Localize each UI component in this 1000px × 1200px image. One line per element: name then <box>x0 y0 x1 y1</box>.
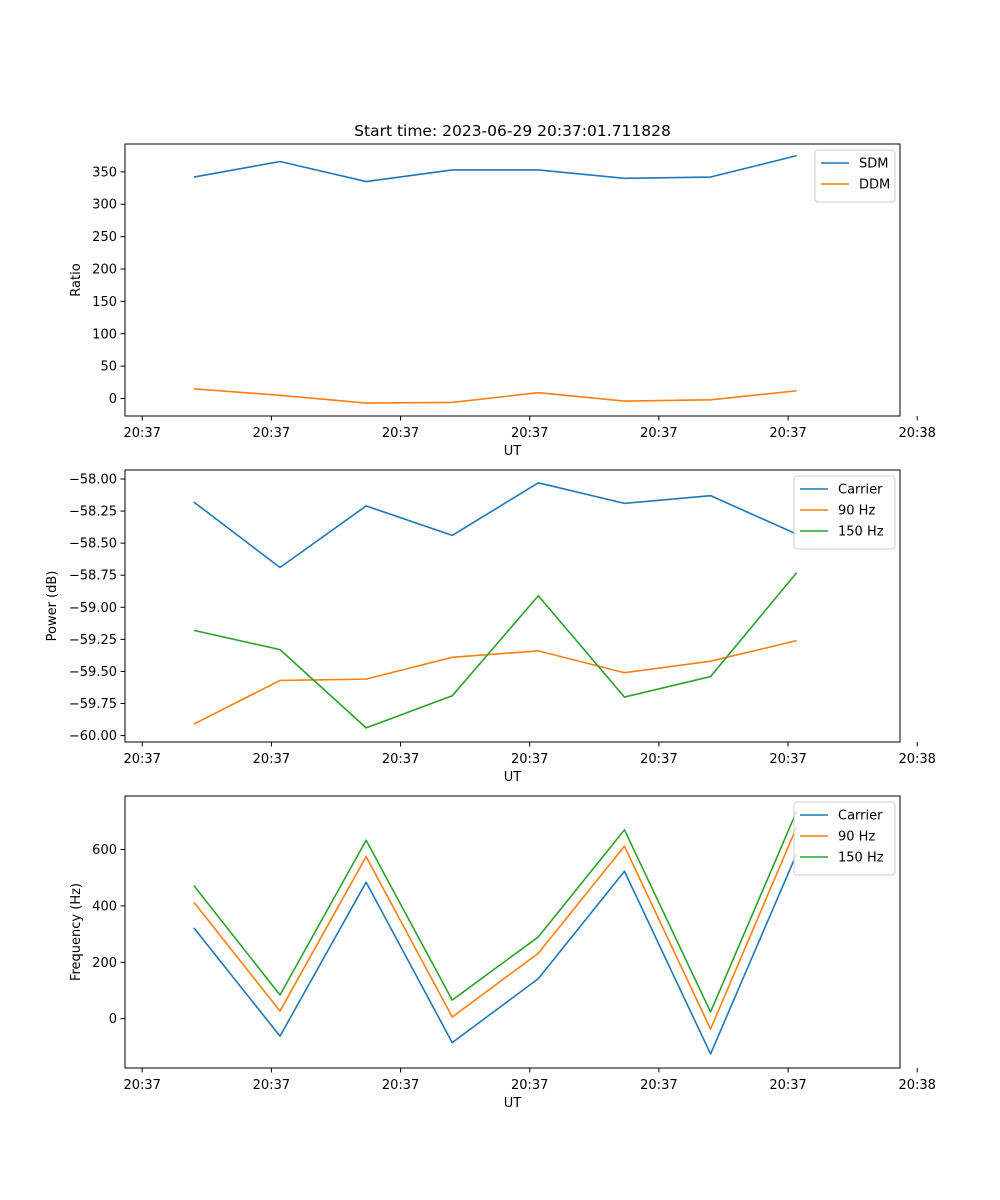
y-tick-label: −58.00 <box>69 472 117 487</box>
y-tick-label: 200 <box>92 262 117 277</box>
subplot-3: 20:37 20:37 20:37 20:37 20:37 20:37 20:38 0 200 4… <box>69 795 936 1111</box>
x-tick-label: 20:37 <box>123 1078 160 1093</box>
y-tick-label: 250 <box>92 230 117 245</box>
series-line-1 <box>193 853 798 1055</box>
legend-label: 150 Hz <box>838 525 884 540</box>
y-axis-label: Power (dB) <box>45 571 60 642</box>
x-tick-label: 20:37 <box>511 426 548 441</box>
y-tick-label: 350 <box>92 165 117 180</box>
legend-label: SDM <box>859 157 888 172</box>
x-tick-label: 20:37 <box>382 752 419 767</box>
series-line-2 <box>193 826 798 1030</box>
y-tick-label: 300 <box>92 198 117 213</box>
legend-label: Carrier <box>838 483 883 498</box>
axes-frame <box>124 143 901 417</box>
y-tick-label: 150 <box>92 295 117 310</box>
chart-title: Start time: 2023-06-29 20:37:01.711828 <box>354 122 671 140</box>
x-tick-label: 20:38 <box>898 752 935 767</box>
x-tick-label: 20:37 <box>769 752 806 767</box>
x-tick-label: 20:37 <box>511 1078 548 1093</box>
series-line-2 <box>193 388 797 404</box>
x-tick-label: 20:37 <box>640 1078 677 1093</box>
y-axis-label: Ratio <box>69 263 84 296</box>
y-tick-label: −58.25 <box>69 505 117 520</box>
y-tick-label: −59.75 <box>69 697 117 712</box>
legend: Carrier 90 Hz 150 Hz <box>793 475 896 550</box>
legend-label: 150 Hz <box>838 851 884 866</box>
subplot-1: 20:37 20:37 20:37 20:37 20:37 20:37 20:38 0 50 10… <box>69 122 936 459</box>
x-tick-label: 20:37 <box>382 1078 419 1093</box>
y-tick-label: 0 <box>109 1012 117 1027</box>
y-axis-label: Frequency (Hz) <box>69 883 84 981</box>
x-tick-label: 20:37 <box>769 1078 806 1093</box>
series-line-3 <box>193 810 798 1013</box>
axes-frame <box>124 469 901 743</box>
legend: Carrier 90 Hz 150 Hz <box>793 801 896 876</box>
x-tick-label: 20:37 <box>382 426 419 441</box>
series-line-1 <box>193 154 797 183</box>
y-tick-label: −58.75 <box>69 569 117 584</box>
y-tick-label: 200 <box>92 956 117 971</box>
legend: SDM DDM <box>814 149 896 203</box>
x-tick-label: 20:37 <box>123 752 160 767</box>
x-tick-label: 20:37 <box>123 426 160 441</box>
x-tick-label: 20:38 <box>898 426 935 441</box>
y-tick-label: −59.25 <box>69 633 117 648</box>
y-tick-label: −59.50 <box>69 665 117 680</box>
x-tick-label: 20:37 <box>640 752 677 767</box>
legend-label: 90 Hz <box>838 830 875 845</box>
y-tick-label: −59.00 <box>69 601 117 616</box>
x-tick-label: 20:37 <box>769 426 806 441</box>
y-tick-label: −58.50 <box>69 537 117 552</box>
series-line-1 <box>193 482 797 569</box>
y-tick-label: 50 <box>100 360 117 375</box>
legend-label: 90 Hz <box>838 504 875 519</box>
y-tick-label: 400 <box>92 899 117 914</box>
series-line-2 <box>193 639 797 725</box>
x-tick-label: 20:37 <box>511 752 548 767</box>
x-tick-label: 20:37 <box>253 426 290 441</box>
x-axis-label: UT <box>504 1096 522 1111</box>
x-tick-label: 20:37 <box>253 1078 290 1093</box>
legend-label: DDM <box>859 178 890 193</box>
axes-frame <box>124 795 901 1069</box>
x-tick-label: 20:37 <box>253 752 290 767</box>
x-axis-label: UT <box>504 770 522 785</box>
x-axis-label: UT <box>504 444 522 459</box>
y-tick-label: −60.00 <box>69 729 117 744</box>
y-tick-label: 0 <box>109 392 117 407</box>
legend-label: Carrier <box>838 809 883 824</box>
series-line-3 <box>193 572 798 729</box>
y-tick-label: 100 <box>92 327 117 342</box>
subplot-2: 20:37 20:37 20:37 20:37 20:37 20:37 20:38 −60.0… <box>45 469 936 785</box>
x-tick-label: 20:37 <box>640 426 677 441</box>
x-tick-label: 20:38 <box>898 1078 935 1093</box>
y-tick-label: 600 <box>92 843 117 858</box>
